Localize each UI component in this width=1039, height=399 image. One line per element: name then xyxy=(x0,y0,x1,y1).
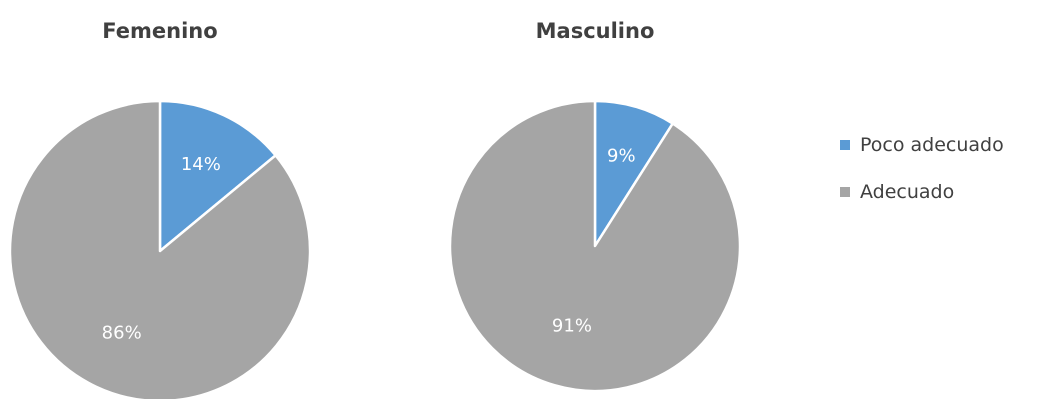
pie-slice-masculino-adecuado xyxy=(448,99,742,393)
pie-slice-femenino-adecuado xyxy=(8,99,312,399)
pie-masculino-labels: 9% 91% xyxy=(552,145,636,336)
pie-chart-femenino: Femenino 14% 86% xyxy=(8,19,312,399)
pie-masculino-slices xyxy=(448,99,742,393)
pie-femenino-labels: 14% 86% xyxy=(102,154,221,343)
data-label-masculino-poco-adecuado: 9% xyxy=(607,145,636,166)
data-label-femenino-poco-adecuado: 14% xyxy=(181,154,221,175)
pie-chart-masculino: Masculino 9% 91% xyxy=(448,19,742,393)
chart-title-femenino: Femenino xyxy=(102,19,217,43)
pie-femenino-slices xyxy=(8,99,312,399)
legend-label-poco-adecuado: Poco adecuado xyxy=(860,134,1004,156)
legend-swatch-adecuado xyxy=(840,187,850,197)
data-label-femenino-adecuado: 86% xyxy=(102,322,142,343)
pie-slice-masculino-poco-adecuado xyxy=(593,99,674,248)
chart-title-masculino: Masculino xyxy=(536,19,655,43)
legend-item-adecuado: Adecuado xyxy=(840,181,954,203)
legend-swatch-poco-adecuado xyxy=(840,140,850,150)
chart-legend: Poco adecuado Adecuado xyxy=(840,134,1004,203)
legend-label-adecuado: Adecuado xyxy=(860,181,954,203)
legend-item-poco-adecuado: Poco adecuado xyxy=(840,134,1004,156)
pie-slice-femenino-poco-adecuado xyxy=(158,99,277,253)
data-label-masculino-adecuado: 91% xyxy=(552,315,592,336)
